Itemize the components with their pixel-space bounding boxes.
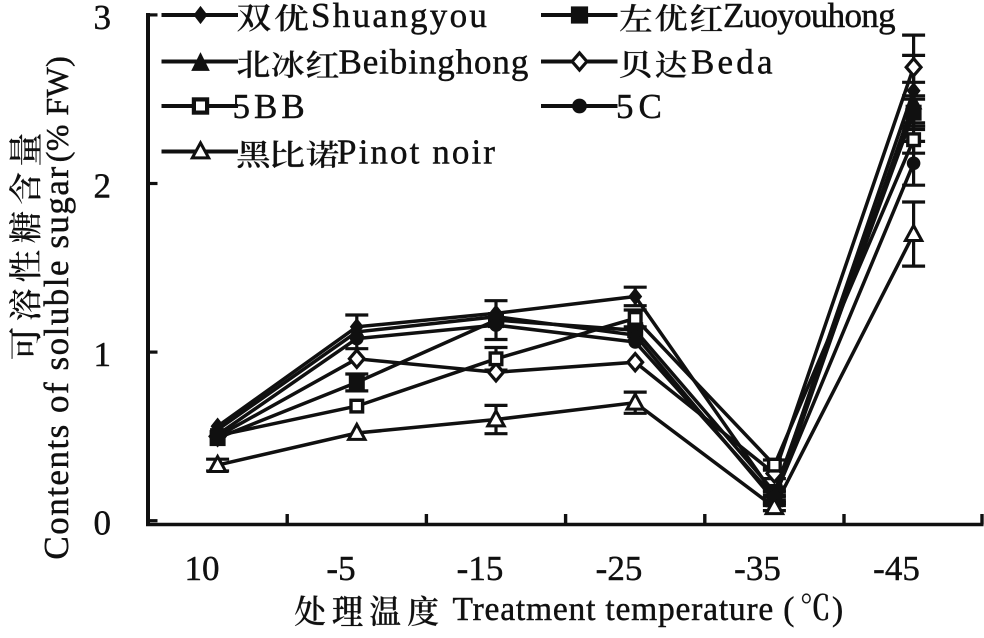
svg-text:): ) <box>832 591 843 628</box>
svg-text:-25: -25 <box>596 549 643 588</box>
svg-text:2: 2 <box>94 167 112 206</box>
svg-text:3: 3 <box>94 0 112 37</box>
svg-text:-5: -5 <box>326 549 355 588</box>
svg-text:1: 1 <box>94 335 112 374</box>
svg-text:5C: 5C <box>616 87 667 126</box>
svg-text:0: 0 <box>94 504 112 543</box>
svg-text:Beda: Beda <box>691 43 776 82</box>
svg-text:Shuangyou: Shuangyou <box>311 0 489 35</box>
svg-text:-35: -35 <box>734 549 781 588</box>
svg-text:-15: -15 <box>457 549 504 588</box>
svg-text:Pinot noir: Pinot noir <box>337 133 497 172</box>
svg-text:(% FW): (% FW) <box>39 56 75 162</box>
svg-text:Contents of soluble sugar: Contents of soluble sugar <box>37 165 76 559</box>
svg-text:-45: -45 <box>873 549 920 588</box>
svg-text:Beibinghong: Beibinghong <box>339 43 530 82</box>
svg-text:Zuoyouhong: Zuoyouhong <box>723 0 895 35</box>
svg-text:Treatment temperature (: Treatment temperature ( <box>453 591 796 628</box>
svg-text:5BB: 5BB <box>233 87 309 126</box>
svg-text:10: 10 <box>185 549 220 588</box>
